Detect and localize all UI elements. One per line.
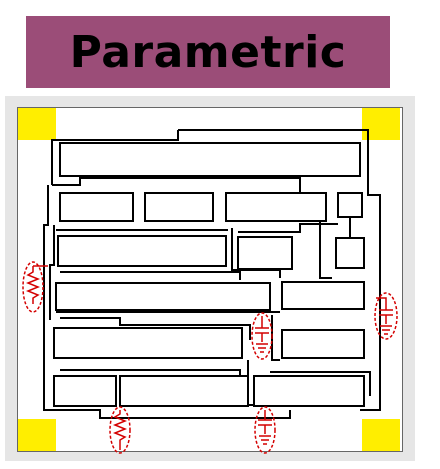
- capacitor-marker-bottom: [254, 406, 276, 454]
- block-row6-c: [253, 375, 365, 407]
- title-banner: Parametric: [26, 16, 390, 88]
- capacitor-marker-right: [374, 292, 398, 340]
- trace-mid: [60, 317, 251, 340]
- resistor-marker-left: [22, 261, 48, 313]
- block-row3-small: [335, 237, 365, 269]
- trace-mid-left: [49, 225, 55, 320]
- trace-left-inner: [52, 177, 301, 195]
- diagram-title: Parametric: [69, 26, 347, 78]
- trace-left-outer: [43, 185, 291, 419]
- trace-lower-right2: [270, 371, 371, 396]
- trace-top: [178, 129, 381, 411]
- block-top-wide: [59, 142, 361, 177]
- capacitor-marker-center: [251, 312, 273, 360]
- trace-right-lower: [271, 315, 280, 361]
- block-row2-d: [337, 192, 363, 218]
- trace-h2: [60, 271, 241, 280]
- block-row6-a: [53, 375, 117, 407]
- block-row2-c: [225, 192, 327, 222]
- block-row5-right: [281, 329, 365, 359]
- corner-pad-bottom-left: [18, 419, 56, 451]
- resistor-marker-bottom: [109, 406, 131, 454]
- trace-right-col: [319, 222, 332, 279]
- block-row4-wide: [55, 282, 271, 311]
- block-row6-b: [119, 375, 249, 407]
- component-blocks: [53, 142, 365, 407]
- corner-pad-top-left: [18, 108, 56, 140]
- block-row3-wide: [57, 235, 227, 267]
- block-row2-a: [59, 192, 134, 222]
- trace-top-left: [51, 130, 179, 185]
- block-row3-mid: [237, 236, 293, 270]
- block-row5-wide: [53, 327, 243, 359]
- corner-pad-bottom-right: [362, 419, 400, 451]
- block-row4-right: [281, 281, 365, 310]
- block-row2-b: [144, 192, 214, 222]
- trace-lower: [60, 369, 241, 376]
- trace-bus-right2: [238, 223, 338, 233]
